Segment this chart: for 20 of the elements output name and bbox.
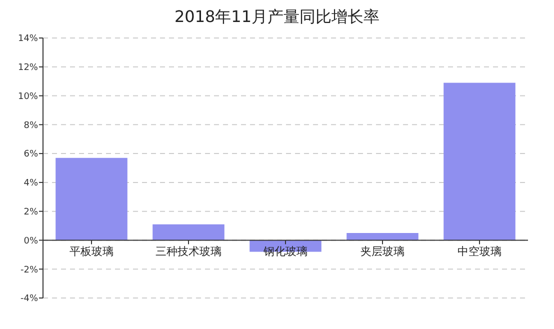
y-tick-label: -2% (20, 265, 38, 276)
y-tick-label: 2% (24, 207, 38, 218)
x-tick-label: 中空玻璃 (458, 245, 502, 258)
chart-title: 2018年11月产量同比增长率 (174, 7, 380, 26)
y-tick-label: 12% (18, 63, 38, 74)
bar (152, 224, 224, 240)
x-tick-label: 三种技术玻璃 (156, 245, 222, 258)
x-tick-label: 钢化玻璃 (262, 245, 308, 258)
y-tick-label: 4% (24, 178, 38, 189)
bar (346, 233, 418, 240)
bar (56, 158, 128, 240)
y-tick-label: 10% (18, 92, 38, 102)
y-tick-label: 8% (24, 120, 38, 131)
y-tick-label: -4% (20, 294, 38, 304)
y-tick-label: 6% (24, 150, 38, 160)
x-tick-label: 平板玻璃 (70, 245, 114, 258)
y-tick-label: 0% (24, 236, 38, 246)
bar (444, 82, 516, 240)
x-tick-label: 夹层玻璃 (360, 245, 404, 258)
y-tick-label: 14% (18, 34, 38, 44)
